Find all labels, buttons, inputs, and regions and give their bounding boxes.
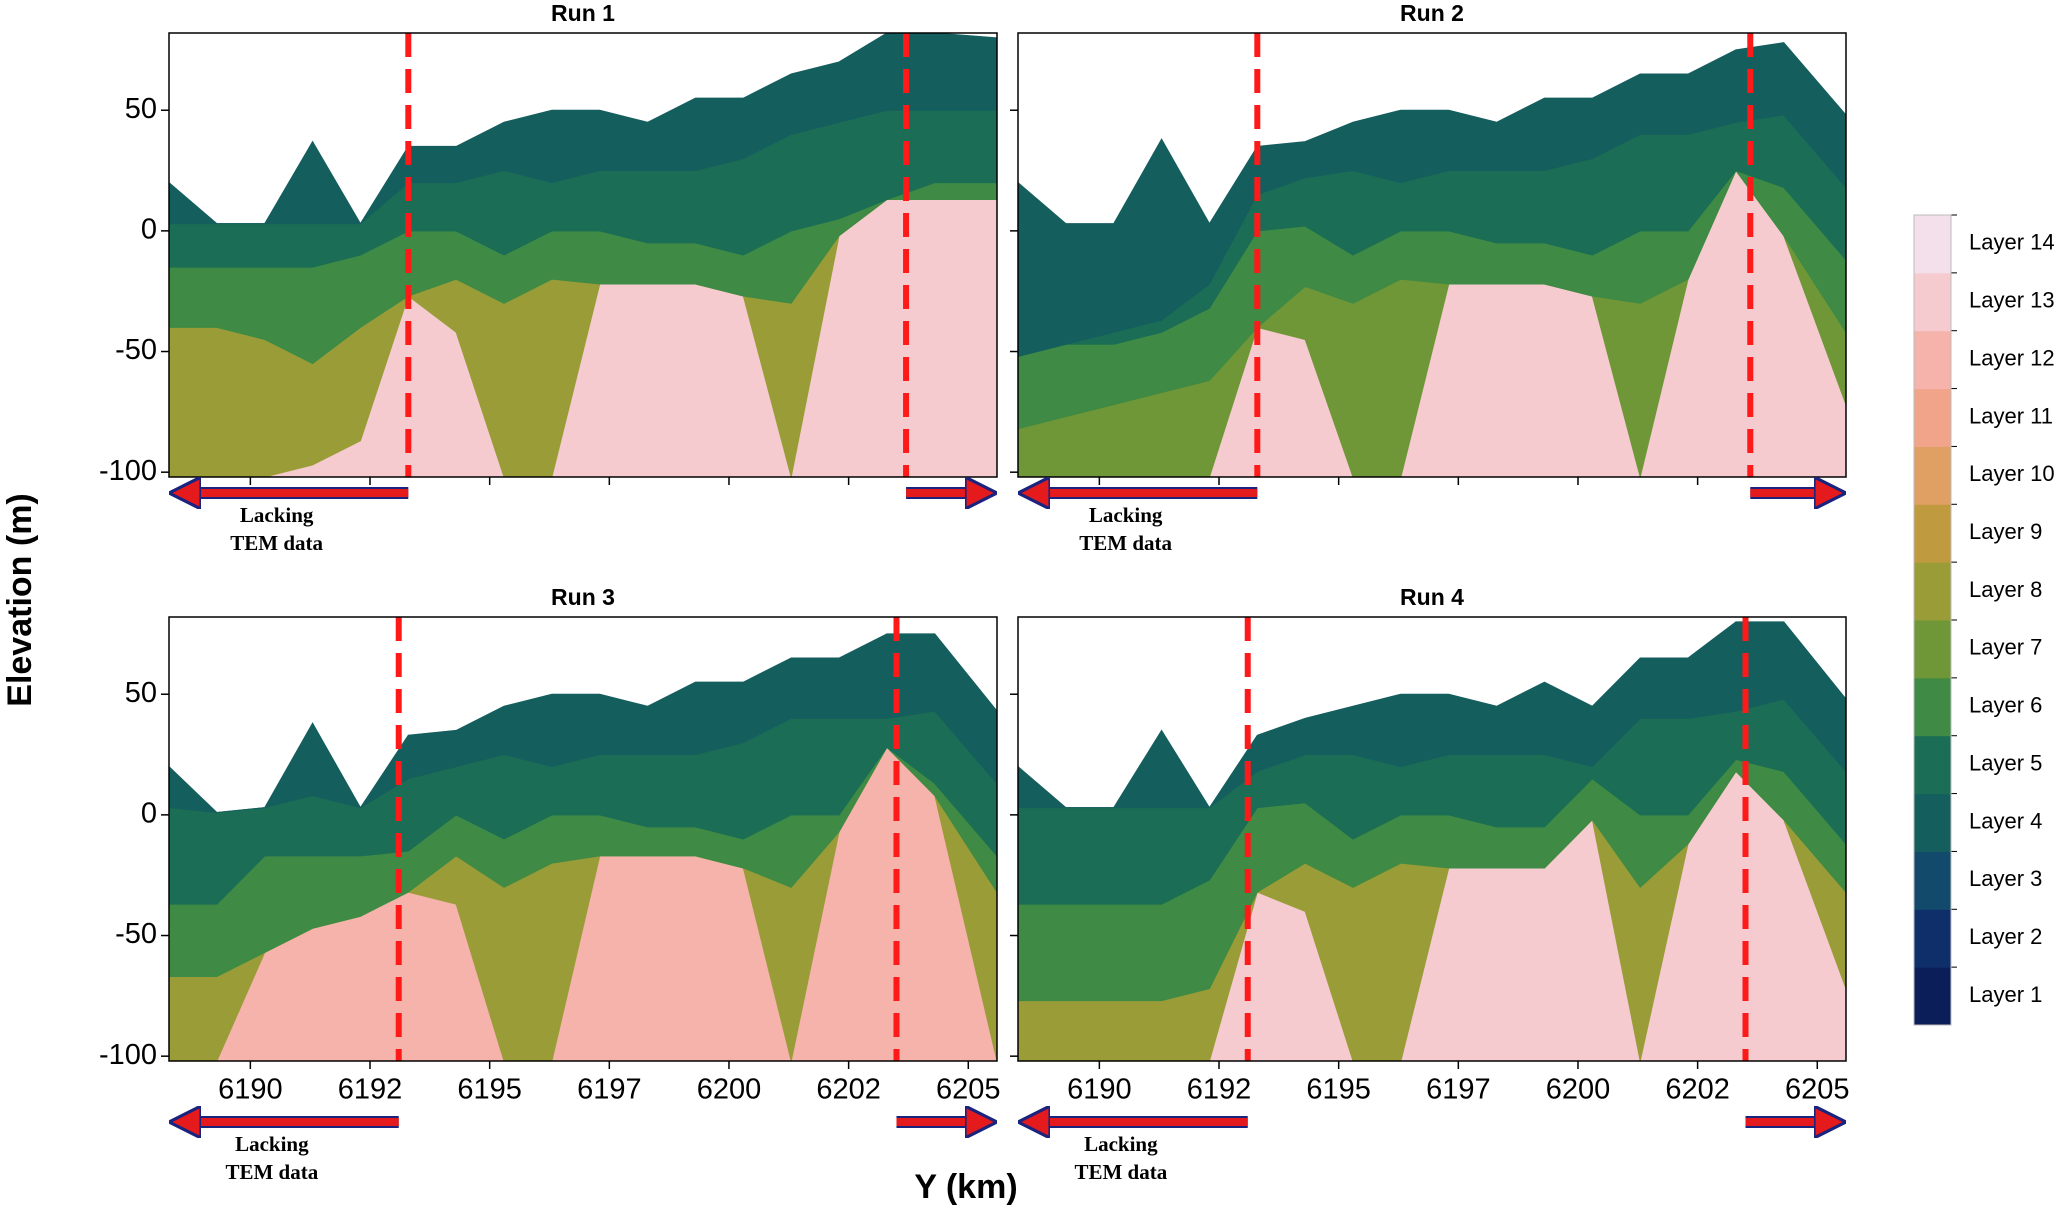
colorbar-swatch: [1914, 446, 1951, 505]
colorbar-swatch: [1914, 793, 1951, 852]
annotation: Lacking: [235, 1132, 309, 1156]
colorbar-label: Layer 10: [1969, 461, 2055, 486]
colorbar-swatch: [1914, 388, 1951, 447]
panel-title: Run 4: [1400, 584, 1464, 610]
y-tick-label: -50: [115, 918, 157, 950]
colorbar-swatch: [1914, 967, 1951, 1026]
annotation: TEM data: [225, 1160, 318, 1184]
layer-area: [1018, 621, 1846, 809]
colorbar-swatch: [1914, 735, 1951, 795]
x-tick-label: 6192: [338, 1074, 403, 1106]
annotation: Lacking: [1089, 503, 1163, 527]
colorbar-swatch: [1914, 562, 1951, 621]
plot-frame: [168, 32, 998, 478]
x-tick-label: 6192: [1187, 1074, 1252, 1106]
x-tick-label: 6202: [1665, 1074, 1730, 1106]
colorbar-frame: [1913, 214, 1952, 1026]
colorbar-label: Layer 2: [1969, 924, 2042, 949]
y-tick-label: 50: [125, 93, 157, 125]
colorbar-label: Layer 6: [1969, 693, 2042, 718]
panel-title: Run 2: [1400, 0, 1464, 26]
x-tick-label: 6205: [936, 1074, 1001, 1106]
y-tick-label: -100: [99, 1039, 157, 1071]
annotation: TEM data: [1074, 1160, 1167, 1184]
colorbar-swatch: [1914, 851, 1951, 910]
colorbar-swatch: [1914, 677, 1951, 737]
y-tick-label: -50: [115, 334, 157, 366]
colorbar-label: Layer 8: [1969, 577, 2042, 602]
plot-frame: [1017, 616, 1847, 1062]
x-tick-label: 6200: [697, 1074, 762, 1106]
annotation: Lacking: [1084, 1132, 1158, 1156]
x-tick-label: 6200: [1546, 1074, 1611, 1106]
colorbar-swatch: [1914, 215, 1951, 274]
colorbar-swatch: [1914, 272, 1951, 332]
colorbar-label: Layer 5: [1969, 750, 2042, 775]
colorbar-label: Layer 9: [1969, 519, 2042, 544]
y-tick-label: 0: [141, 798, 157, 830]
colorbar-label: Layer 11: [1969, 403, 2053, 428]
y-tick-label: 0: [141, 214, 157, 246]
y-axis-label: Elevation (m): [1, 493, 39, 706]
colorbar-label: Layer 14: [1969, 230, 2055, 255]
y-tick-label: 50: [125, 677, 157, 709]
plot-frame: [168, 616, 998, 1062]
x-tick-label: 6205: [1785, 1074, 1850, 1106]
colorbar-label: Layer 7: [1969, 635, 2042, 660]
plot-frame: [1017, 32, 1847, 478]
annotation: Lacking: [240, 503, 314, 527]
x-tick-label: 6190: [1067, 1074, 1132, 1106]
colorbar-swatch: [1914, 620, 1951, 679]
colorbar-label: Layer 1: [1969, 982, 2042, 1007]
x-tick-label: 6190: [218, 1074, 283, 1106]
colorbar-swatch: [1914, 909, 1951, 968]
colorbar-label: Layer 4: [1969, 808, 2042, 833]
colorbar-swatch: [1914, 504, 1951, 563]
colorbar-label: Layer 3: [1969, 866, 2042, 891]
x-tick-label: 6202: [816, 1074, 881, 1106]
x-tick-label: 6197: [577, 1074, 642, 1106]
colorbar-swatch: [1914, 330, 1951, 390]
x-tick-label: 6195: [1306, 1074, 1371, 1106]
x-tick-label: 6195: [457, 1074, 522, 1106]
annotation: TEM data: [230, 531, 323, 555]
colorbar-label: Layer 13: [1969, 288, 2055, 313]
panel-title: Run 1: [551, 0, 615, 26]
colorbar-label: Layer 12: [1969, 345, 2055, 370]
layer-area: [169, 633, 997, 813]
annotation: TEM data: [1079, 531, 1172, 555]
panel-title: Run 3: [551, 584, 615, 610]
y-tick-label: -100: [99, 455, 157, 487]
x-tick-label: 6197: [1426, 1074, 1491, 1106]
x-axis-label: Y (km): [914, 1168, 1017, 1206]
